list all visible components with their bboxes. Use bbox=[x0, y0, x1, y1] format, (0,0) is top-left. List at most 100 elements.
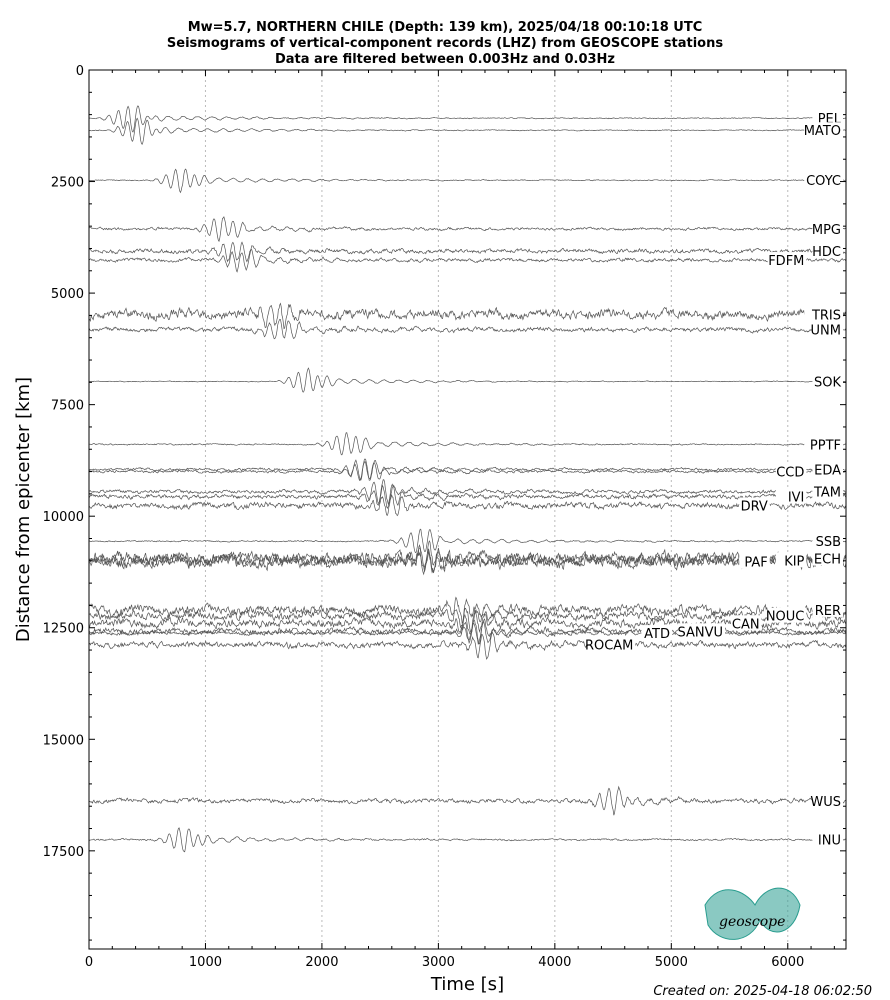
station-label-bg bbox=[812, 321, 843, 337]
x-tick-label: 6000 bbox=[771, 955, 804, 970]
logo-text: geoscope bbox=[719, 914, 785, 930]
seismogram-trace-pel bbox=[88, 105, 846, 133]
y-tick-label: 10000 bbox=[43, 510, 84, 525]
station-label-bg bbox=[812, 601, 843, 617]
y-tick-label: 7500 bbox=[51, 399, 84, 414]
station-label-ssb: SSB bbox=[816, 535, 841, 550]
y-axis-ticks: 0 2500 5000 7500 10000 12500 15000 17500 bbox=[43, 64, 846, 941]
x-axis-ticks: 0 1000 2000 3000 4000 5000 6000 bbox=[85, 70, 835, 970]
station-label-bg bbox=[812, 220, 843, 236]
station-label-ccd: CCD bbox=[776, 466, 804, 481]
station-label-bg bbox=[812, 533, 843, 549]
seismogram-trace-fdfm bbox=[88, 248, 847, 273]
seismogram-trace-pptf bbox=[88, 432, 846, 456]
seismogram-trace-rer bbox=[88, 596, 846, 624]
chart-title-line-1: Mw=5.7, NORTHERN CHILE (Depth: 139 km), … bbox=[188, 20, 703, 35]
station-label-bg bbox=[812, 461, 843, 477]
x-axis-label: Time [s] bbox=[430, 974, 504, 995]
y-tick-label: 12500 bbox=[43, 622, 84, 637]
grid bbox=[204, 70, 789, 949]
seismogram-trace-paf bbox=[88, 546, 846, 574]
seismogram-trace-ivi bbox=[88, 483, 847, 509]
station-label-bg bbox=[812, 373, 843, 389]
station-label-bg bbox=[775, 552, 807, 568]
seismogram-trace-coyc bbox=[88, 168, 846, 194]
station-label-sanvu: SANVU bbox=[677, 625, 723, 640]
station-label-bg bbox=[641, 625, 672, 641]
station-label-bg bbox=[812, 110, 843, 126]
station-label-bg bbox=[775, 463, 807, 479]
station-label-bg bbox=[678, 623, 725, 639]
seismogram-trace-inu bbox=[88, 827, 846, 853]
x-tick-label: 3000 bbox=[422, 955, 455, 970]
x-tick-label: 1000 bbox=[189, 955, 222, 970]
station-label-pptf: PPTF bbox=[810, 438, 841, 453]
station-label-drv: DRV bbox=[741, 499, 768, 514]
station-label-bg bbox=[812, 483, 843, 499]
plot-frame bbox=[88, 69, 847, 950]
seismogram-trace-wus bbox=[88, 785, 847, 816]
seismogram-trace-mato bbox=[89, 117, 846, 145]
station-label-bg bbox=[739, 553, 770, 569]
station-label-bg bbox=[775, 488, 807, 504]
station-label-eda: EDA bbox=[814, 463, 841, 478]
station-label-bg bbox=[731, 615, 762, 631]
station-label-rocam: ROCAM bbox=[585, 639, 633, 654]
station-label-kip: KIP bbox=[784, 554, 804, 569]
station-label-paf: PAF bbox=[744, 556, 767, 571]
seismogram-trace-kip bbox=[88, 548, 847, 576]
station-label-hdc: HDC bbox=[812, 245, 841, 260]
x-tick-label: 2000 bbox=[305, 955, 338, 970]
station-label-nouc: NOUC bbox=[766, 610, 805, 625]
y-tick-label: 0 bbox=[76, 64, 84, 79]
station-label-unm: UNM bbox=[811, 324, 841, 339]
station-label-fdfm: FDFM bbox=[768, 254, 804, 269]
chart-title: Mw=5.7, NORTHERN CHILE (Depth: 139 km), … bbox=[167, 20, 723, 67]
seismogram-trace-ccd bbox=[88, 460, 846, 482]
station-label-bg bbox=[767, 607, 807, 623]
geoscope-logo: geoscope bbox=[704, 887, 801, 940]
y-axis-label: Distance from epicenter [km] bbox=[13, 377, 34, 642]
created-on-text: Created on: 2025-04-18 06:02:50 bbox=[653, 984, 872, 999]
station-label-bg bbox=[739, 497, 770, 513]
station-label-ech: ECH bbox=[814, 553, 841, 568]
station-label-bg bbox=[812, 243, 843, 259]
station-label-tam: TAM bbox=[813, 486, 841, 501]
station-label-bg bbox=[767, 252, 807, 268]
station-label-ivi: IVI bbox=[788, 491, 805, 506]
seismogram-trace-ssb bbox=[88, 528, 847, 554]
y-tick-label: 17500 bbox=[43, 845, 84, 860]
station-label-bg bbox=[804, 436, 843, 452]
station-label-bg bbox=[588, 636, 636, 652]
station-label-bg bbox=[804, 306, 843, 322]
seismogram-trace-sok bbox=[88, 367, 846, 393]
seismogram-trace-unm bbox=[88, 318, 847, 340]
station-label-tris: TRIS bbox=[811, 309, 841, 324]
station-label-atd: ATD bbox=[644, 627, 670, 642]
station-label-bg bbox=[812, 550, 843, 566]
chart-title-line-2: Seismograms of vertical-component record… bbox=[167, 36, 723, 51]
seismogram-trace-drv bbox=[88, 494, 847, 517]
station-label-bg bbox=[804, 172, 843, 188]
seismogram-trace-eda bbox=[88, 458, 846, 481]
x-tick-label: 0 bbox=[85, 955, 93, 970]
y-tick-label: 5000 bbox=[51, 287, 84, 302]
station-label-rer: RER bbox=[815, 604, 841, 619]
station-label-wus: WUS bbox=[810, 795, 841, 810]
y-tick-label: 2500 bbox=[51, 176, 84, 191]
seismogram-trace-rocam bbox=[88, 630, 847, 660]
station-label-sok: SOK bbox=[814, 375, 841, 390]
station-label-mato: MATO bbox=[804, 124, 841, 139]
station-label-bg bbox=[804, 122, 843, 138]
x-tick-label: 4000 bbox=[538, 955, 571, 970]
station-label-coyc: COYC bbox=[806, 174, 841, 189]
station-label-can: CAN bbox=[732, 617, 760, 632]
traces bbox=[88, 105, 847, 853]
seismogram-trace-hdc bbox=[88, 241, 846, 263]
seismogram-trace-tam bbox=[89, 479, 846, 505]
y-tick-label: 15000 bbox=[43, 733, 84, 748]
globe-map-icon bbox=[704, 887, 801, 940]
seismogram-trace-tris bbox=[88, 302, 847, 330]
seismogram-trace-nouc bbox=[88, 607, 847, 634]
